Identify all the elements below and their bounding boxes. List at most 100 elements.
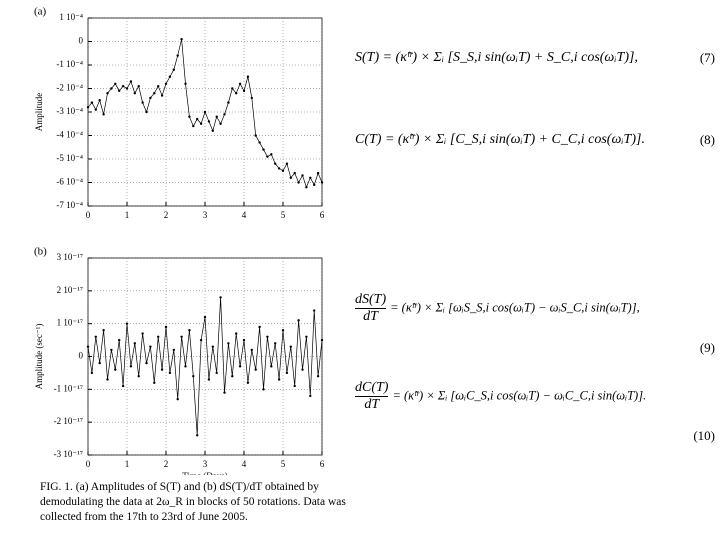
- data-point: [266, 335, 269, 338]
- data-point: [102, 113, 105, 116]
- data-point: [199, 122, 203, 125]
- data-point: [118, 338, 121, 342]
- data-point: [98, 99, 101, 102]
- data-point: [145, 361, 148, 365]
- data-point: [121, 84, 125, 88]
- data-point: [270, 153, 273, 156]
- data-point: [235, 332, 238, 335]
- data-point: [242, 338, 246, 342]
- data-point: [223, 113, 226, 116]
- x-tick-label: 5: [281, 459, 286, 469]
- data-point: [258, 325, 261, 329]
- data-point: [320, 181, 324, 184]
- panel-label: (a): [34, 6, 47, 18]
- x-tick-label: 4: [242, 459, 247, 469]
- y-tick-label: 3 10⁻¹⁷: [57, 252, 83, 262]
- data-point: [277, 378, 281, 381]
- eq-number: (10): [693, 428, 715, 443]
- y-tick-label: 0: [79, 36, 84, 46]
- eq-rhs: [S_S,i sin(ωᵢT) + S_C,i cos(ωᵢT)],: [447, 50, 638, 65]
- data-point: [114, 368, 117, 371]
- data-point: [301, 368, 304, 371]
- data-point: [168, 75, 172, 78]
- data-point: [160, 368, 164, 371]
- data-point: [297, 319, 300, 322]
- data-point: [125, 87, 129, 90]
- data-point: [176, 397, 179, 401]
- caption: FIG. 1. (a) Amplitudes of S(T) and (b) d…: [40, 481, 346, 523]
- x-tick-label: 0: [86, 459, 91, 469]
- data-point: [211, 129, 214, 132]
- data-point: [301, 174, 304, 177]
- data-point: [106, 378, 109, 381]
- y-tick-label: 0: [79, 351, 84, 361]
- y-tick-label: -7 10⁻⁴: [56, 200, 83, 210]
- data-point: [98, 361, 101, 365]
- data-point: [270, 365, 273, 368]
- data-point: [164, 82, 168, 86]
- data-point: [254, 134, 257, 137]
- data-point: [118, 89, 121, 93]
- data-point: [227, 342, 230, 345]
- data-point: [250, 96, 253, 100]
- data-point: [227, 101, 230, 104]
- y-tick-label: -3 10⁻⁴: [56, 106, 83, 116]
- data-point: [231, 375, 234, 378]
- data-point: [157, 84, 160, 88]
- data-point: [309, 176, 312, 179]
- data-point: [258, 141, 261, 144]
- data-point: [207, 120, 211, 123]
- data-point: [137, 375, 140, 378]
- data-point: [160, 94, 164, 97]
- data-point: [297, 181, 300, 184]
- data-point: [86, 345, 90, 348]
- data-point: [149, 96, 152, 100]
- data-point: [262, 148, 265, 151]
- y-axis-label: Amplitude (sec⁻¹): [34, 324, 44, 390]
- data-point: [316, 375, 320, 378]
- x-tick-label: 4: [242, 210, 247, 220]
- data-point: [90, 371, 94, 375]
- data-point: [231, 87, 234, 90]
- x-tick-label: 6: [320, 210, 325, 220]
- data-point: [293, 171, 296, 175]
- data-point: [94, 108, 98, 111]
- data-point: [145, 110, 148, 114]
- y-tick-label: 1 10⁻¹⁷: [57, 318, 83, 328]
- x-tick-label: 2: [164, 210, 169, 220]
- data-point: [238, 82, 242, 86]
- eq-fraction: dS(T) dT: [355, 292, 387, 325]
- data-point: [238, 365, 242, 368]
- data-point: [316, 171, 320, 175]
- data-point: [106, 92, 109, 95]
- y-tick-label: 2 10⁻¹⁷: [57, 285, 83, 295]
- eq-number: (7): [699, 50, 715, 65]
- eq-number: (8): [699, 132, 715, 147]
- data-point: [309, 394, 312, 398]
- eq-fraction: dC(T) dT: [355, 380, 389, 413]
- data-point: [110, 87, 113, 90]
- y-tick-label: -2 10⁻¹⁷: [54, 416, 83, 426]
- data-point: [281, 169, 285, 172]
- data-point: [313, 183, 316, 187]
- x-tick-label: 3: [203, 210, 208, 220]
- data-point: [274, 342, 277, 345]
- data-point: [133, 92, 136, 95]
- data-point: [250, 348, 253, 352]
- eq-denominator: dT: [355, 396, 389, 413]
- data-point: [313, 309, 316, 312]
- y-tick-label: 1 10⁻⁴: [59, 12, 83, 22]
- eq-denominator: dT: [355, 308, 387, 325]
- data-point: [235, 92, 238, 95]
- data-point: [285, 371, 289, 375]
- data-point: [121, 384, 125, 388]
- data-point: [320, 338, 324, 342]
- data-point: [110, 348, 113, 352]
- data-point: [188, 115, 191, 118]
- eq-numerator: dC(T): [355, 380, 389, 395]
- data-point: [223, 391, 226, 394]
- data-point: [207, 378, 211, 381]
- eq-rhs: = (κ̃ᵗʳ) × Σᵢ [ωᵢC_S,i cos(ωᵢT) − ωᵢC_C,…: [392, 388, 647, 403]
- data-point: [246, 381, 250, 384]
